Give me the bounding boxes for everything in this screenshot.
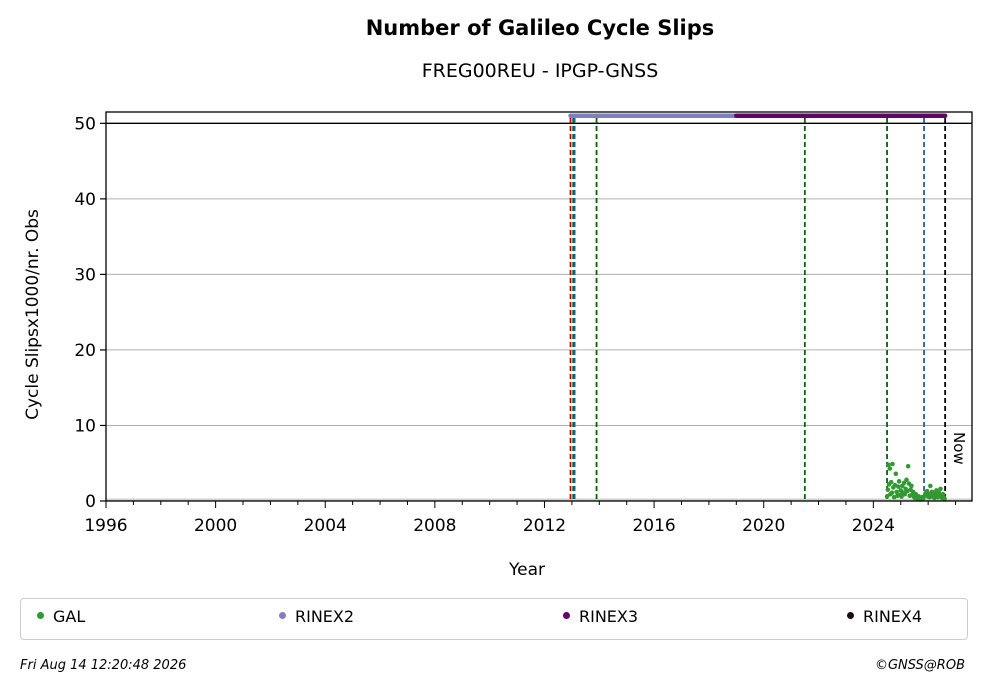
legend-item-gal: GAL [37, 607, 85, 626]
data-point [899, 494, 904, 499]
x-tick-label: 2008 [413, 516, 456, 536]
data-point [884, 494, 890, 499]
data-point [938, 486, 943, 492]
data-point [888, 479, 894, 485]
x-tick-label: 2012 [523, 516, 566, 536]
data-point [889, 490, 895, 495]
data-point [893, 471, 899, 477]
legend-label-rinex2: RINEX2 [295, 607, 355, 626]
legend-item-rinex4: RINEX4 [847, 607, 922, 626]
data-point [928, 483, 933, 489]
y-tick-label: 50 [74, 114, 96, 134]
now-label: Now [950, 432, 968, 465]
x-tick-label: 2000 [194, 516, 237, 536]
data-point [886, 462, 891, 468]
data-point [896, 479, 902, 484]
chart-subtitle: FREG00REU - IPGP-GNSS [421, 60, 659, 82]
y-tick-label: 0 [85, 492, 96, 512]
footer-credit: ©GNSS@ROB [874, 658, 965, 673]
x-tick-label: 2004 [304, 516, 347, 536]
data-point [887, 466, 893, 471]
data-point [895, 484, 901, 489]
y-tick-label: 10 [74, 416, 96, 436]
chart-title: Number of Galileo Cycle Slips [365, 16, 715, 40]
data-point [920, 496, 926, 502]
data-point [885, 487, 891, 492]
legend-label-rinex4: RINEX4 [863, 607, 923, 626]
x-tick-label: 2024 [852, 516, 895, 536]
legend-label-rinex3: RINEX3 [579, 607, 639, 626]
data-point [904, 477, 909, 483]
legend-item-rinex2: RINEX2 [279, 607, 354, 626]
y-tick-label: 40 [74, 190, 96, 210]
data-point [942, 496, 947, 502]
x-tick-label: 2016 [632, 516, 675, 536]
legend-marker-rinex2 [279, 612, 286, 619]
data-point [894, 489, 899, 495]
data-point [890, 461, 895, 467]
data-point [905, 463, 911, 469]
data-point [909, 483, 914, 489]
legend-item-rinex3: RINEX3 [563, 607, 638, 626]
x-axis-label: Year [508, 560, 545, 580]
y-tick-label: 30 [74, 265, 96, 285]
axes-frame [105, 111, 973, 502]
x-tick-label: 1996 [84, 516, 127, 536]
x-tick-label: 2020 [742, 516, 785, 536]
legend: GAL RINEX2 RINEX3 RINEX4 [20, 598, 968, 640]
legend-marker-rinex4 [847, 612, 854, 619]
legend-marker-gal [37, 612, 44, 619]
legend-label-gal: GAL [53, 607, 86, 626]
y-axis-label: Cycle Slipsx1000/nr. Obs [23, 209, 43, 420]
footer-timestamp: Fri Aug 14 12:20:48 2026 [20, 658, 187, 673]
y-tick-label: 20 [74, 341, 96, 361]
legend-marker-rinex3 [563, 612, 570, 619]
